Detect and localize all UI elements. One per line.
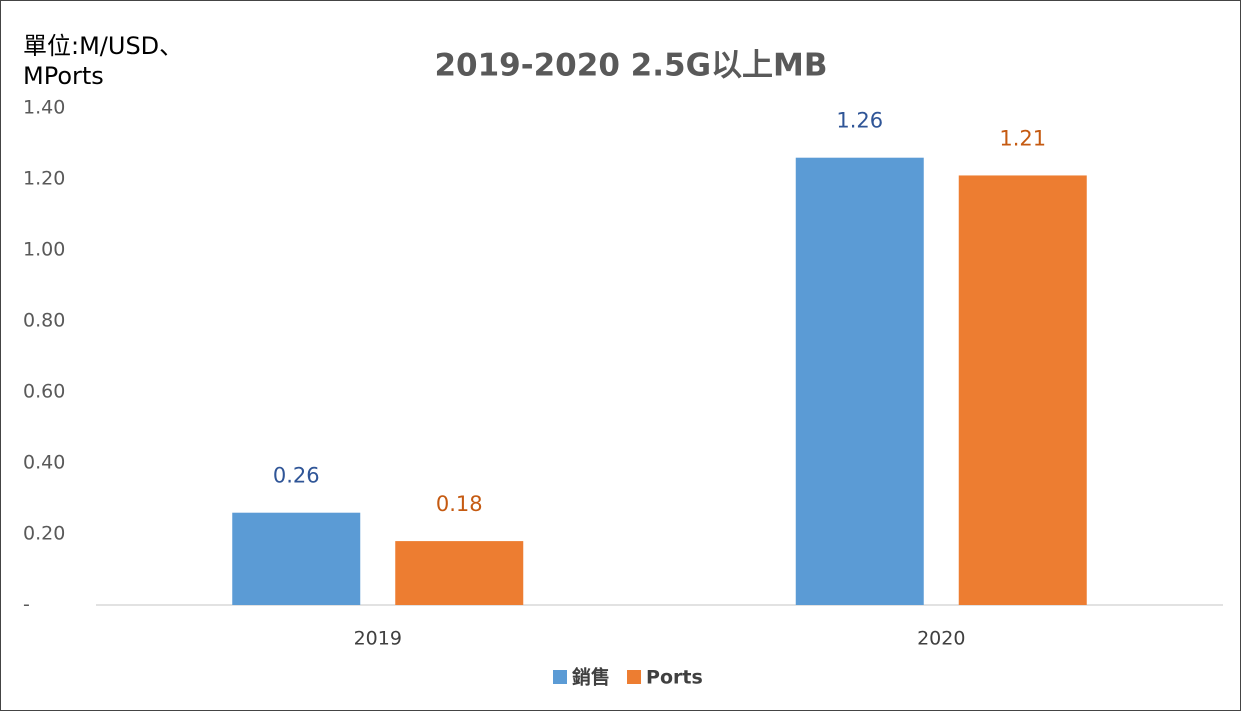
data-label: 1.26 <box>836 109 883 133</box>
y-tick-label: - <box>23 594 30 616</box>
bar <box>795 157 924 605</box>
x-tick-label: 2020 <box>917 628 965 650</box>
data-label: 1.21 <box>999 126 1046 150</box>
legend-swatch <box>627 670 642 684</box>
y-tick-label: 0.40 <box>23 452 65 474</box>
y-tick-label: 1.20 <box>23 168 65 190</box>
legend-label: 銷售 <box>572 666 610 689</box>
bar <box>395 541 524 605</box>
bar <box>958 175 1087 605</box>
legend-label: Ports <box>646 667 703 689</box>
y-tick-label: 1.00 <box>23 239 65 261</box>
x-tick-label: 2019 <box>354 628 402 650</box>
data-label: 0.26 <box>273 464 320 488</box>
y-tick-label: 0.60 <box>23 381 65 403</box>
legend-swatch <box>553 670 567 684</box>
unit-label: 單位:M/USD、 MPorts <box>23 32 184 90</box>
y-tick-label: 0.20 <box>23 523 65 545</box>
y-tick-label: 0.80 <box>23 310 65 332</box>
bar <box>232 512 361 605</box>
y-tick-label: 1.40 <box>23 97 65 119</box>
chart-title: 2019-2020 2.5G以上MB <box>434 48 827 84</box>
data-label: 0.18 <box>436 492 483 516</box>
